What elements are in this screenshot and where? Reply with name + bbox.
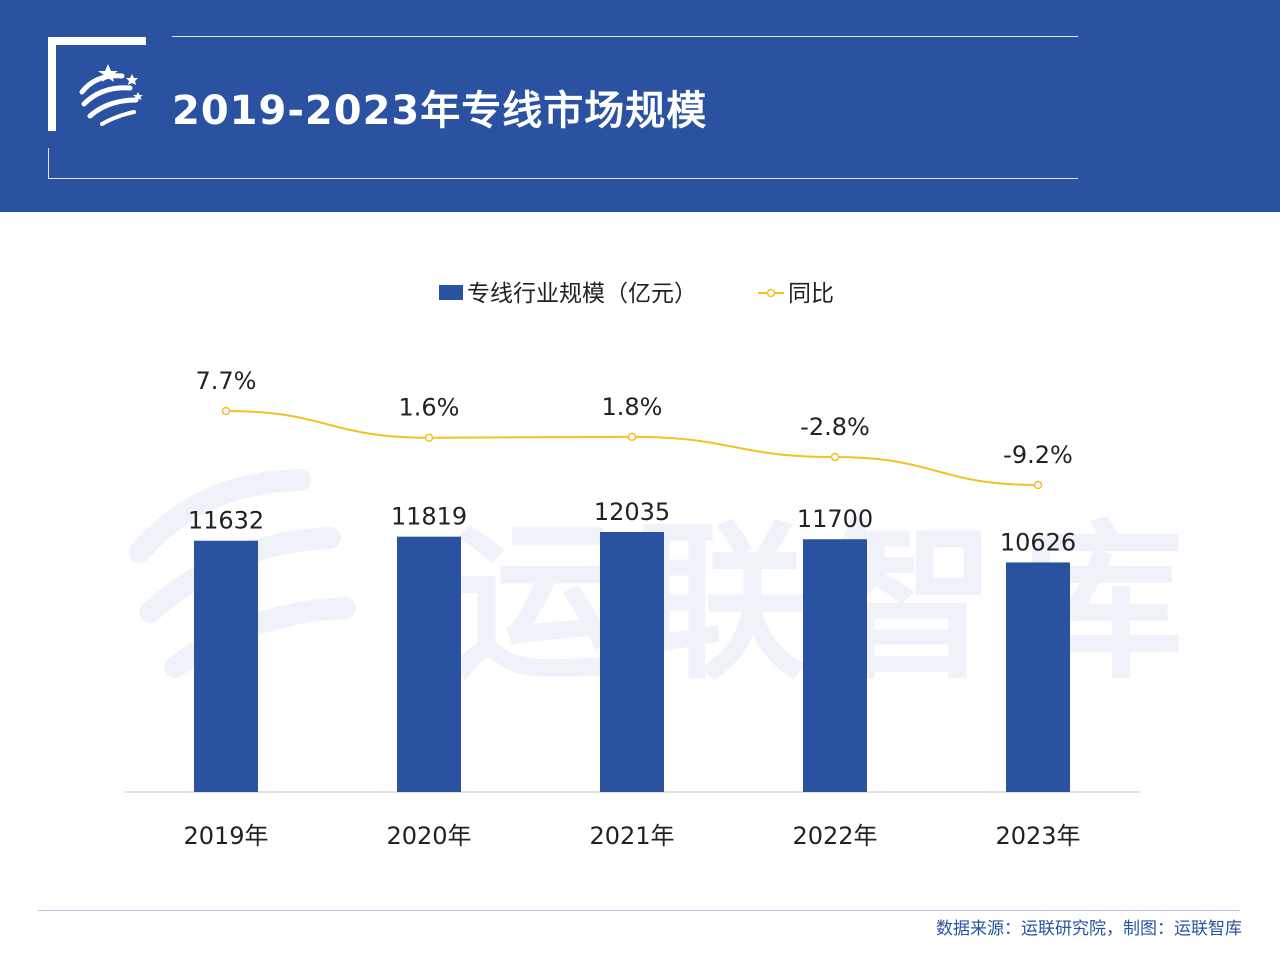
yoy-value-label: 1.8% (602, 393, 663, 421)
bar (1006, 562, 1070, 792)
bar (600, 532, 664, 792)
bar-value-label: 11632 (188, 507, 264, 535)
x-tick-label: 2021年 (589, 822, 674, 850)
x-tick-label: 2023年 (995, 822, 1080, 850)
footer-rule (38, 910, 1240, 911)
yoy-point (1033, 480, 1043, 490)
bar-value-label: 11819 (391, 503, 467, 531)
yoy-value-label: 1.6% (399, 394, 460, 422)
x-tick-label: 2022年 (792, 822, 877, 850)
legend-bar-swatch (439, 285, 463, 300)
page-title: 2019-2023年专线市场规模 (172, 88, 708, 134)
yoy-point (221, 406, 231, 416)
bar-series: 11632 11819 12035 11700 10626 (188, 498, 1076, 792)
title-bottom-rule (48, 178, 1078, 179)
bar-value-label: 12035 (594, 498, 670, 526)
yunlian-logo-icon (79, 64, 143, 126)
chart-legend: 专线行业规模（亿元） 同比 (439, 281, 834, 307)
title-frame-bottom-corner (48, 148, 49, 179)
legend-line-label: 同比 (788, 281, 834, 307)
title-top-rule (172, 36, 1078, 37)
header-banner: 2019-2023年专线市场规模 (0, 0, 1280, 212)
source-note: 数据来源：运联研究院，制图：运联智库 (936, 919, 1242, 939)
yoy-value-label: -2.8% (800, 413, 870, 441)
yoy-value-label: 7.7% (196, 367, 257, 395)
line-series: 7.7% 1.6% 1.8% -2.8% -9.2% (196, 367, 1073, 490)
yoy-line (225, 410, 1039, 486)
yoy-point (424, 433, 434, 442)
legend-bar-label: 专线行业规模（亿元） (467, 281, 697, 307)
title-frame-corner (48, 37, 146, 131)
yoy-point (627, 432, 637, 442)
x-axis-labels: 2019年 2020年 2021年 2022年 2023年 (183, 822, 1080, 850)
bar-value-label: 11700 (797, 505, 873, 533)
bar (397, 536, 461, 792)
legend-line-marker (766, 288, 776, 298)
market-scale-chart: 运联智库 专线行业规模（亿元） 同比 116321181912035117001… (125, 281, 1184, 850)
x-tick-label: 2020年 (386, 822, 471, 850)
bar (803, 539, 867, 792)
bar-value-label: 10626 (1000, 528, 1076, 556)
x-tick-label: 2019年 (183, 822, 268, 850)
yoy-point (830, 452, 840, 462)
bar (194, 540, 258, 792)
yoy-value-label: -9.2% (1003, 441, 1073, 469)
